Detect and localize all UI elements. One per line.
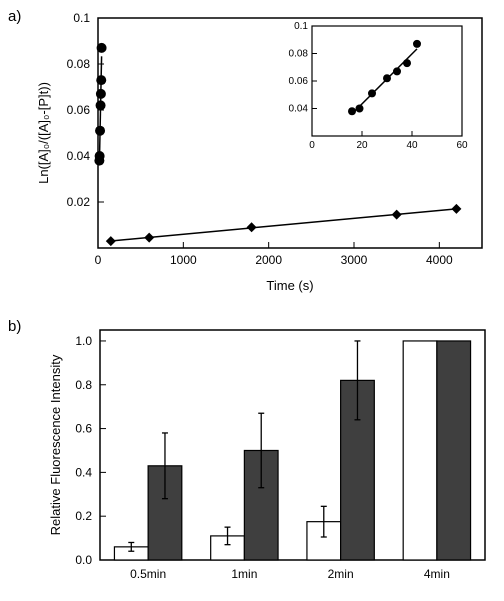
svg-text:0: 0 bbox=[95, 253, 102, 267]
svg-text:0.6: 0.6 bbox=[75, 422, 92, 436]
svg-text:0.08: 0.08 bbox=[289, 49, 309, 60]
svg-text:60: 60 bbox=[456, 140, 468, 151]
svg-text:0.08: 0.08 bbox=[67, 57, 91, 71]
panel-b-chart: 0.0 0.2 0.4 0.6 0.8 1.0 Relative Fluorescence … bbox=[42, 320, 497, 595]
svg-text:0: 0 bbox=[309, 140, 315, 151]
svg-text:0.0: 0.0 bbox=[75, 553, 92, 567]
svg-text:2min: 2min bbox=[328, 567, 354, 581]
svg-text:0.8: 0.8 bbox=[75, 378, 92, 392]
panel-a-label: a) bbox=[8, 8, 21, 25]
svg-text:0.04: 0.04 bbox=[289, 104, 309, 115]
svg-text:0.02: 0.02 bbox=[67, 195, 91, 209]
svg-text:0.1: 0.1 bbox=[73, 11, 90, 25]
svg-text:20: 20 bbox=[356, 140, 368, 151]
svg-text:Relative Fluorescence Intensit: Relative Fluorescence Intensity bbox=[48, 354, 63, 535]
figure-page: { "labels": { "panel_a": "a)", "panel_b"… bbox=[0, 0, 504, 601]
svg-text:Time (s): Time (s) bbox=[266, 278, 313, 293]
panel-b-label: b) bbox=[8, 318, 21, 335]
svg-text:3000: 3000 bbox=[341, 253, 368, 267]
svg-text:0.06: 0.06 bbox=[289, 76, 309, 87]
svg-text:4000: 4000 bbox=[426, 253, 453, 267]
svg-text:0.4: 0.4 bbox=[75, 465, 92, 479]
svg-text:4min: 4min bbox=[424, 567, 450, 581]
svg-text:0.5min: 0.5min bbox=[130, 567, 166, 581]
svg-text:0.1: 0.1 bbox=[294, 21, 308, 32]
svg-text:1min: 1min bbox=[231, 567, 257, 581]
svg-text:1.0: 1.0 bbox=[75, 334, 92, 348]
svg-text:2000: 2000 bbox=[255, 253, 282, 267]
panel-a-chart: 0 1000 2000 3000 4000 0.02 0.04 0.06 0.08 0.1 Time… bbox=[30, 8, 500, 298]
svg-text:0.04: 0.04 bbox=[67, 149, 91, 163]
svg-text:Ln([A]₀/([A]₀-[P]t)): Ln([A]₀/([A]₀-[P]t)) bbox=[36, 82, 51, 184]
svg-text:0.2: 0.2 bbox=[75, 509, 92, 523]
svg-text:0.06: 0.06 bbox=[67, 103, 91, 117]
svg-text:1000: 1000 bbox=[170, 253, 197, 267]
svg-text:40: 40 bbox=[406, 140, 418, 151]
